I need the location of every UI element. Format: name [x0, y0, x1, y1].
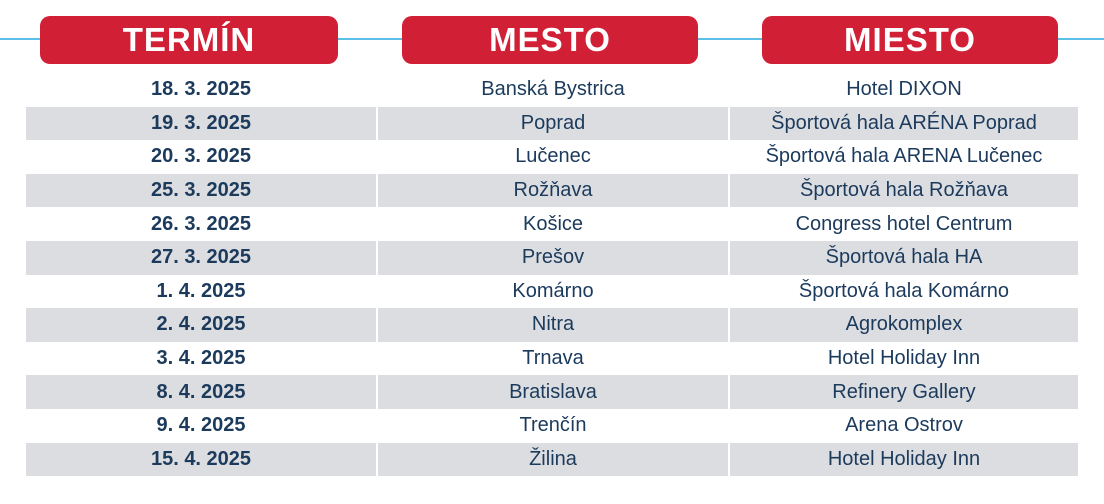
cell-termin: 15. 4. 2025 — [26, 442, 376, 477]
cell-mesto: Banská Bystrica — [481, 78, 625, 101]
cell-termin: 2. 4. 2025 — [26, 308, 376, 342]
cell-termin: 3. 4. 2025 — [156, 347, 246, 370]
cell-miesto: Športová hala Rožňava — [730, 173, 1078, 208]
cell-mesto: Komárno — [512, 279, 594, 302]
header-termin: TERMÍN — [40, 16, 338, 64]
table-row: 8. 4. 2025 Bratislava Refinery Gallery — [26, 375, 1078, 409]
cell-termin: 27. 3. 2025 — [26, 240, 376, 275]
cell-miesto: Športová hala ARENA Lučenec — [765, 145, 1043, 168]
cell-termin: 20. 3. 2025 — [150, 145, 252, 168]
cell-termin: 9. 4. 2025 — [156, 414, 246, 437]
cell-mesto: Trenčín — [519, 414, 587, 437]
table-row: 19. 3. 2025 Poprad Športová hala ARÉNA Pop… — [26, 106, 1078, 141]
cell-miesto: Hotel Holiday Inn — [730, 442, 1078, 477]
cell-termin: 1. 4. 2025 — [156, 279, 246, 302]
table-row: 3. 4. 2025 Trnava Hotel Holiday Inn — [26, 342, 1078, 376]
table-row: 2. 4. 2025 Nitra Agrokomplex — [26, 308, 1078, 342]
cell-mesto: Košice — [522, 212, 584, 235]
cell-mesto: Lučenec — [515, 145, 591, 168]
cell-miesto: Arena Ostrov — [845, 414, 963, 437]
table-row: 20. 3. 2025 Lučenec Športová hala ARENA Lu… — [26, 140, 1078, 174]
header-mesto: MESTO — [402, 16, 698, 64]
table-row: 27. 3. 2025 Prešov Športová hala HA — [26, 240, 1078, 275]
cell-miesto: Agrokomplex — [730, 308, 1078, 342]
header-miesto: MIESTO — [762, 16, 1058, 64]
cell-miesto: Refinery Gallery — [730, 375, 1078, 409]
cell-mesto: Prešov — [378, 240, 728, 275]
table-row: 26. 3. 2025 Košice Congress hotel Centrum — [26, 207, 1078, 241]
cell-mesto: Bratislava — [378, 375, 728, 409]
cell-miesto: Športová hala ARÉNA Poprad — [730, 106, 1078, 141]
cell-termin: 8. 4. 2025 — [26, 375, 376, 409]
cell-termin: 25. 3. 2025 — [26, 173, 376, 208]
table-row: 18. 3. 2025 Banská Bystrica Hotel DIXON — [26, 73, 1078, 107]
table-row: 25. 3. 2025 Rožňava Športová hala Rožňava — [26, 173, 1078, 208]
cell-mesto: Žilina — [378, 442, 728, 477]
table-row: 9. 4. 2025 Trenčín Arena Ostrov — [26, 409, 1078, 443]
cell-termin: 26. 3. 2025 — [150, 212, 252, 235]
cell-miesto: Hotel DIXON — [846, 78, 962, 101]
schedule-table: 18. 3. 2025 Banská Bystrica Hotel DIXON 19.… — [26, 73, 1078, 477]
cell-miesto: Congress hotel Centrum — [795, 212, 1013, 235]
cell-mesto: Trnava — [522, 347, 584, 370]
cell-termin: 19. 3. 2025 — [26, 106, 376, 141]
cell-miesto: Športová hala HA — [730, 240, 1078, 275]
table-row: 1. 4. 2025 Komárno Športová hala Komárno — [26, 275, 1078, 309]
cell-miesto: Športová hala Komárno — [798, 279, 1010, 302]
cell-mesto: Poprad — [378, 106, 728, 141]
cell-miesto: Hotel Holiday Inn — [827, 347, 981, 370]
cell-termin: 18. 3. 2025 — [150, 78, 252, 101]
table-row: 15. 4. 2025 Žilina Hotel Holiday Inn — [26, 442, 1078, 477]
cell-mesto: Nitra — [378, 308, 728, 342]
cell-mesto: Rožňava — [378, 173, 728, 208]
